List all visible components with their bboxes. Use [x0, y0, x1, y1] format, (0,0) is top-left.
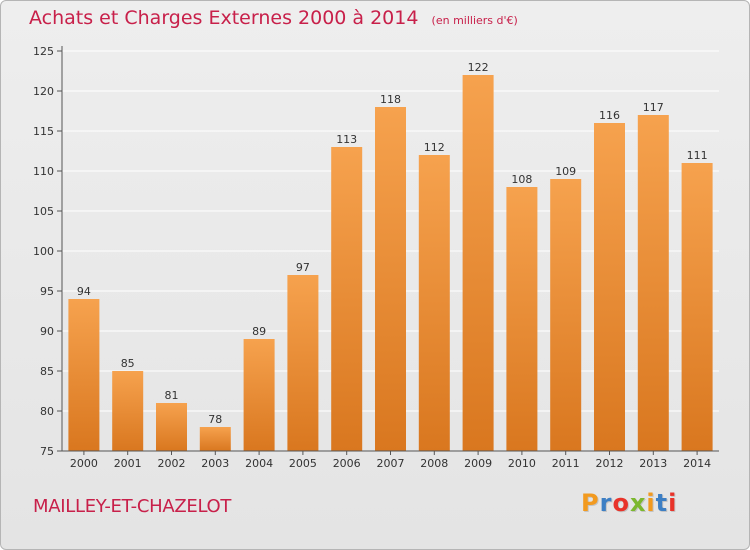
label-layer: 94 85 81 78 89 97 113 118 112 122 108 109 116 117 111 — [77, 61, 708, 426]
bar-2010 — [506, 187, 538, 451]
logo-letter: i — [668, 489, 678, 517]
bar-2000 — [68, 299, 100, 451]
bar-2009 — [462, 75, 494, 451]
value-label-2014: 111 — [687, 149, 708, 162]
y-tick-label: 120 — [33, 85, 54, 98]
logo-letter: x — [629, 489, 647, 517]
value-label-2011: 109 — [555, 165, 576, 178]
bar-2012 — [594, 123, 625, 451]
y-tick-label: 110 — [33, 165, 54, 178]
axis-layer: 75 80 85 90 95 100 105 110 115 120 125 2000 2001 2002… — [33, 45, 719, 470]
value-label-2000: 94 — [77, 285, 91, 298]
logo-letter: r — [599, 489, 613, 517]
value-label-2012: 116 — [599, 109, 620, 122]
bar-2004 — [243, 339, 275, 451]
y-tick-label: 100 — [33, 245, 54, 258]
x-tick-label-2001: 2001 — [114, 457, 142, 470]
x-tick-label-2010: 2010 — [508, 457, 536, 470]
logo-letter: P — [581, 489, 600, 517]
bar-2008 — [418, 155, 450, 451]
value-label-2009: 122 — [468, 61, 489, 74]
value-label-2008: 112 — [424, 141, 445, 154]
title-row: Achats et Charges Externes 2000 à 2014 (… — [29, 7, 518, 29]
x-tick-label-2014: 2014 — [683, 457, 711, 470]
y-tick-label: 85 — [40, 365, 54, 378]
bar-layer — [68, 75, 713, 451]
value-label-2005: 97 — [296, 261, 310, 274]
bar-2011 — [550, 179, 582, 451]
x-tick-label-2000: 2000 — [70, 457, 98, 470]
bar-2006 — [331, 147, 363, 451]
x-tick-label-2006: 2006 — [333, 457, 361, 470]
x-tick-label-2011: 2011 — [552, 457, 580, 470]
proxiti-logo: Proxiti — [581, 489, 677, 517]
value-label-2004: 89 — [252, 325, 266, 338]
bar-2014 — [681, 163, 713, 451]
value-label-2003: 78 — [208, 413, 222, 426]
bar-2007 — [375, 107, 406, 451]
value-label-2010: 108 — [511, 173, 532, 186]
y-tick-label: 105 — [33, 205, 54, 218]
bar-2013 — [637, 115, 669, 451]
x-tick-label-2007: 2007 — [377, 457, 405, 470]
chart-title: Achats et Charges Externes 2000 à 2014 — [29, 7, 419, 29]
logo-letter: i — [646, 489, 656, 517]
x-tick-label-2002: 2002 — [158, 457, 186, 470]
bar-2005 — [287, 275, 319, 451]
commune-name: MAILLEY-ET-CHAZELOT — [33, 496, 232, 517]
x-tick-label-2008: 2008 — [420, 457, 448, 470]
logo-letter: t — [655, 489, 669, 517]
chart-unit: (en milliers d'€) — [431, 14, 518, 27]
x-tick-label-2003: 2003 — [201, 457, 229, 470]
value-label-2002: 81 — [165, 389, 179, 402]
x-tick-label-2009: 2009 — [464, 457, 492, 470]
x-tick-label-2004: 2004 — [245, 457, 273, 470]
value-label-2001: 85 — [121, 357, 135, 370]
logo-letter: o — [612, 489, 630, 517]
x-tick-label-2005: 2005 — [289, 457, 317, 470]
y-tick-label: 75 — [40, 445, 54, 458]
y-tick-label: 90 — [40, 325, 54, 338]
y-tick-label: 115 — [33, 125, 54, 138]
x-tick-label-2012: 2012 — [596, 457, 624, 470]
y-tick-label: 95 — [40, 285, 54, 298]
bar-2001 — [112, 371, 144, 451]
value-label-2007: 118 — [380, 93, 401, 106]
x-tick-label-2013: 2013 — [639, 457, 667, 470]
value-label-2006: 113 — [336, 133, 357, 146]
y-tick-label: 80 — [40, 405, 54, 418]
bar-2002 — [156, 403, 187, 451]
value-label-2013: 117 — [643, 101, 664, 114]
bar-2003 — [199, 427, 231, 451]
y-tick-label: 125 — [33, 45, 54, 58]
